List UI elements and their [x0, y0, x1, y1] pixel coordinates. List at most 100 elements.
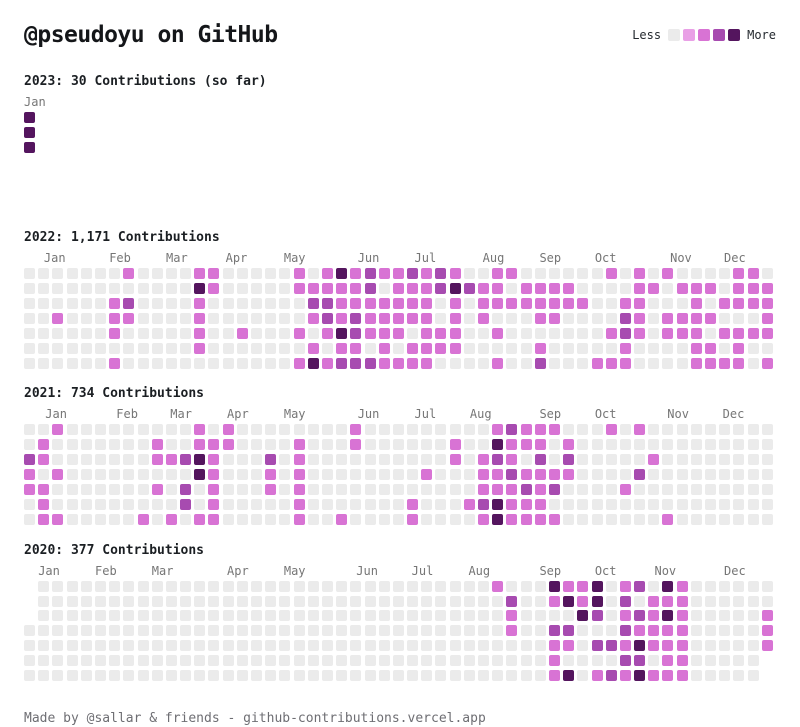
contribution-cell	[180, 595, 192, 607]
contribution-cell	[180, 357, 192, 369]
week-column	[478, 424, 489, 528]
contribution-cell	[94, 498, 106, 510]
week-column	[137, 580, 149, 685]
contribution-cell	[109, 268, 121, 280]
contribution-cell	[321, 283, 333, 295]
contribution-cell	[137, 298, 149, 310]
week-column	[478, 580, 489, 685]
month-label: Dec	[724, 251, 746, 266]
contribution-cell	[350, 357, 362, 369]
contribution-cell	[705, 268, 716, 280]
contribution-cell	[506, 513, 518, 525]
contribution-cell	[265, 655, 277, 667]
contribution-cell	[648, 424, 660, 436]
contribution-cell	[563, 283, 575, 295]
contribution-cell	[165, 595, 177, 607]
contribution-cell	[165, 439, 177, 451]
contribution-cell	[293, 655, 305, 667]
contribution-cell	[634, 342, 646, 354]
contribution-cell	[648, 610, 660, 622]
contribution-cell	[577, 513, 589, 525]
contribution-cell	[705, 610, 716, 622]
contribution-cell	[605, 498, 617, 510]
contribution-cell	[165, 312, 177, 324]
contribution-cell	[392, 283, 404, 295]
contribution-cell	[719, 327, 731, 339]
contribution-cell	[690, 312, 702, 324]
contribution-cell	[392, 327, 404, 339]
week-column	[449, 424, 461, 528]
contribution-cell	[208, 655, 220, 667]
contribution-cell	[336, 327, 348, 339]
contribution-cell	[563, 298, 575, 310]
contribution-cell	[534, 580, 546, 592]
legend-swatches	[668, 29, 741, 41]
contribution-cell	[747, 327, 759, 339]
contribution-cell	[307, 454, 319, 466]
contribution-cell	[94, 655, 106, 667]
contribution-cell	[634, 357, 646, 369]
contribution-cell	[180, 342, 192, 354]
week-column	[24, 268, 35, 372]
contribution-cell	[251, 498, 262, 510]
contribution-cell	[506, 498, 518, 510]
contribution-cell	[208, 640, 220, 652]
contribution-cell	[392, 513, 404, 525]
contribution-cell	[449, 342, 461, 354]
contribution-cell	[761, 312, 773, 324]
contribution-cell	[94, 610, 106, 622]
contribution-cell	[279, 484, 291, 496]
contribution-cell	[478, 357, 489, 369]
contribution-cell	[336, 357, 348, 369]
contribution-cell	[321, 625, 333, 637]
contribution-cell	[634, 640, 646, 652]
contribution-cell	[52, 498, 64, 510]
contribution-cell	[194, 469, 206, 481]
contribution-cell	[293, 670, 305, 682]
week-column	[761, 424, 773, 528]
contribution-cell	[492, 670, 504, 682]
contribution-cell	[52, 469, 64, 481]
contribution-cell	[506, 424, 518, 436]
contribution-cell	[321, 424, 333, 436]
contribution-cell	[548, 640, 560, 652]
contribution-cell	[591, 513, 603, 525]
contribution-cell	[421, 625, 433, 637]
contribution-cell	[137, 454, 149, 466]
contributions-grid	[24, 580, 776, 685]
contribution-cell	[463, 327, 475, 339]
week-column	[407, 580, 419, 685]
contribution-cell	[634, 580, 646, 592]
contribution-cell	[747, 484, 759, 496]
contribution-cell	[520, 513, 532, 525]
contribution-cell	[208, 283, 220, 295]
contribution-cell	[151, 439, 163, 451]
contribution-cell	[747, 498, 759, 510]
contribution-cell	[449, 498, 461, 510]
month-label: Jan	[24, 95, 46, 109]
contribution-cell	[676, 498, 688, 510]
contribution-cell	[719, 454, 731, 466]
contribution-cell	[690, 357, 702, 369]
contribution-cell	[336, 513, 348, 525]
month-labels-row: Jan Feb Mar Apr May Jun Jul Aug Sep Oct Nov Dec	[24, 407, 776, 424]
contribution-cell	[321, 610, 333, 622]
contribution-cell	[761, 439, 773, 451]
contribution-cell	[123, 268, 135, 280]
contribution-cell	[293, 298, 305, 310]
contribution-cell	[690, 283, 702, 295]
contribution-cell	[492, 312, 504, 324]
contribution-cell	[38, 454, 50, 466]
year-heading: 2021: 734 Contributions	[24, 386, 205, 402]
contribution-cell	[24, 625, 35, 637]
contribution-cell	[194, 439, 206, 451]
contribution-cell	[123, 625, 135, 637]
contribution-cell	[392, 640, 404, 652]
month-label: Nov	[670, 251, 692, 266]
contribution-cell	[52, 484, 64, 496]
contribution-cell	[378, 625, 390, 637]
contribution-cell	[421, 498, 433, 510]
contribution-cell	[662, 670, 674, 682]
contribution-cell	[279, 670, 291, 682]
contribution-cell	[407, 327, 419, 339]
